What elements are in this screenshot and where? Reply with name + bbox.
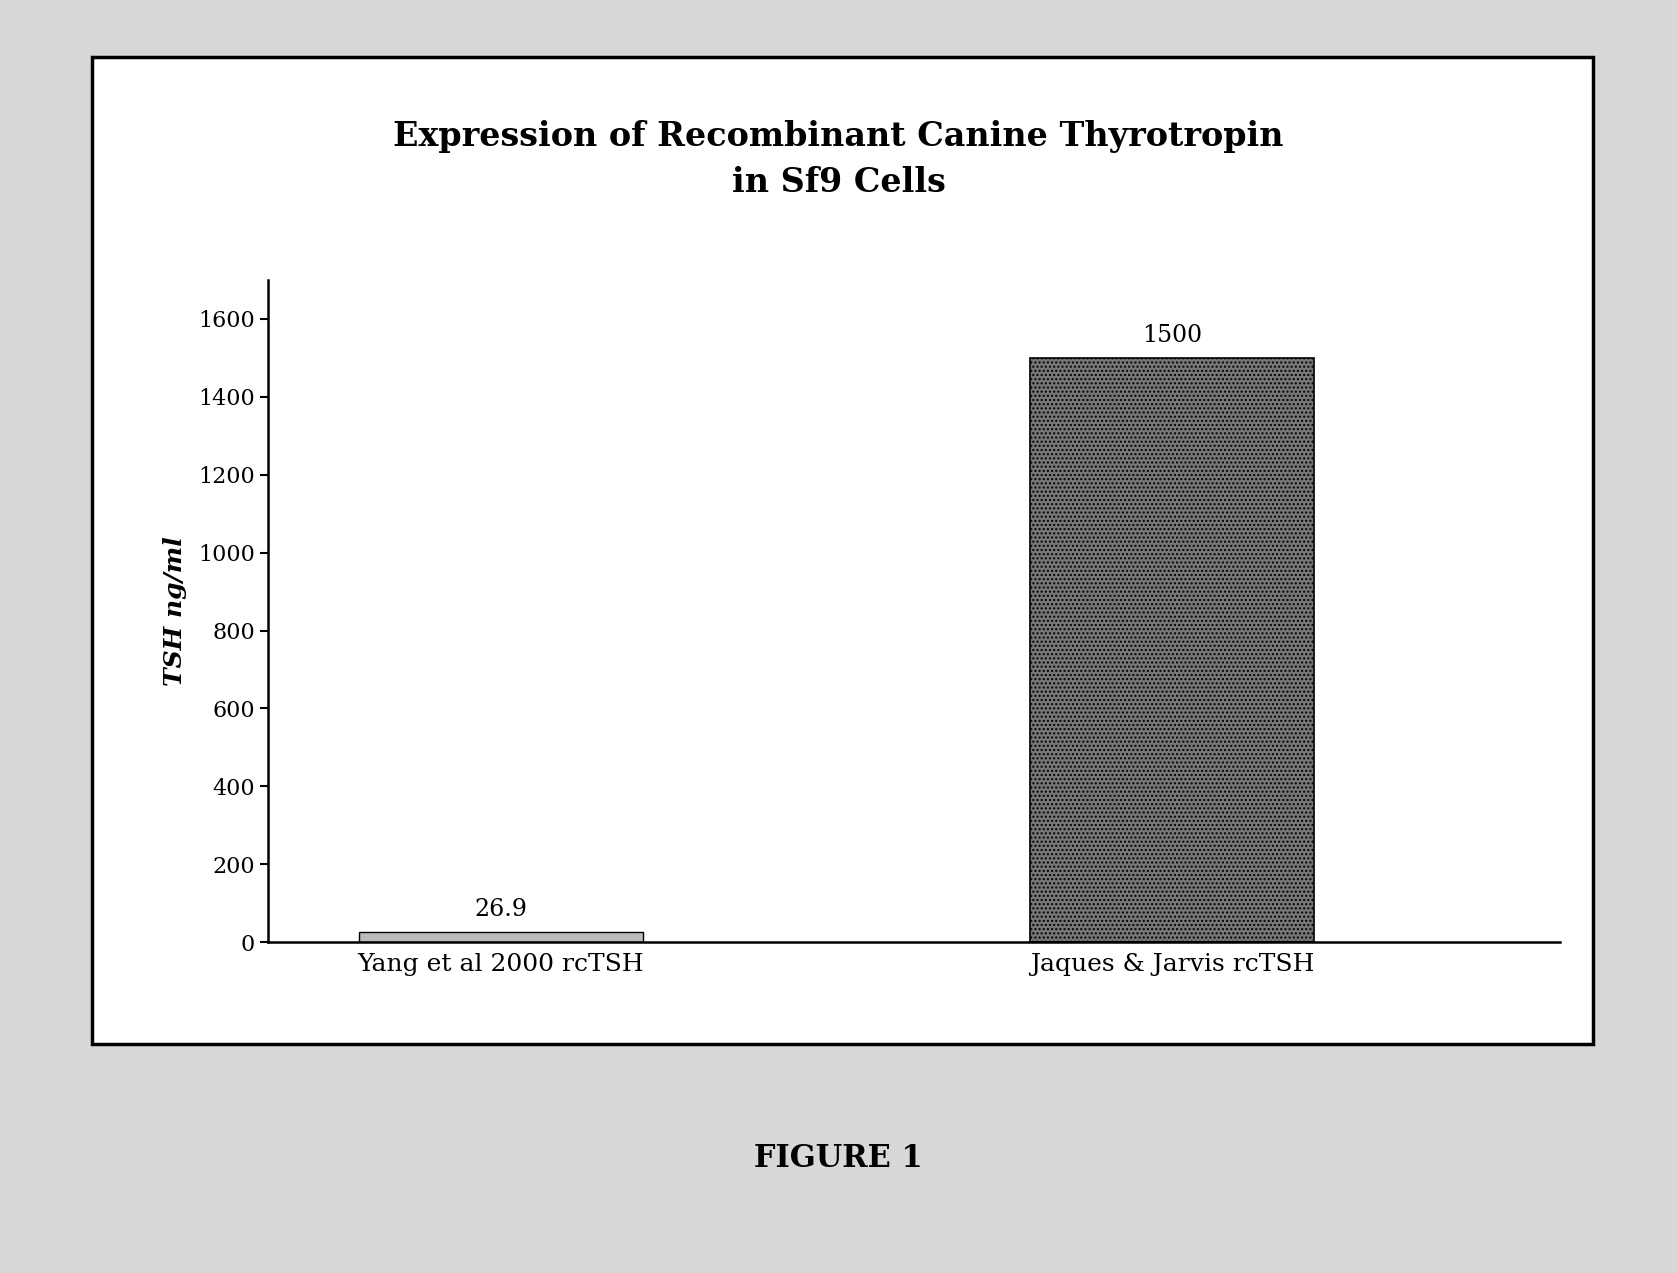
Text: FIGURE 1: FIGURE 1 [755, 1143, 922, 1174]
Text: 1500: 1500 [1142, 325, 1202, 348]
Bar [1030, 358, 1315, 942]
Text: Expression of Recombinant Canine Thyrotropin
in Sf9 Cells: Expression of Recombinant Canine Thyrotr… [392, 120, 1285, 199]
Y-axis label: TSH ng/ml: TSH ng/ml [163, 536, 188, 686]
Text: 26.9: 26.9 [475, 897, 527, 920]
Bar [359, 932, 642, 942]
